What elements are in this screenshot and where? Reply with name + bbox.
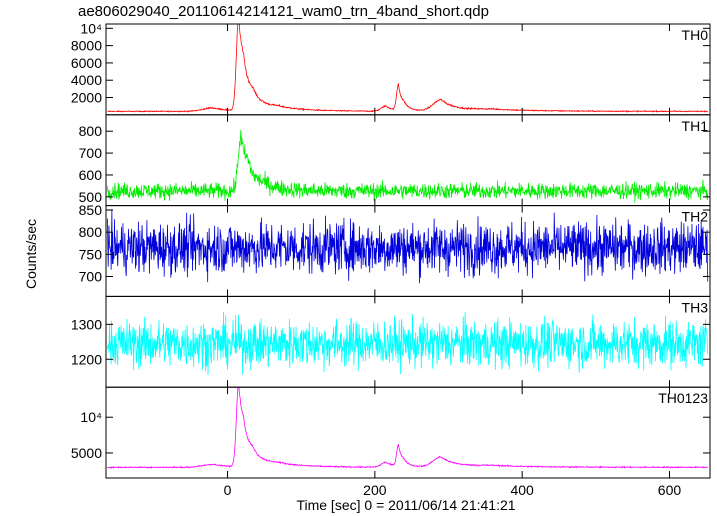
x-tick-label: 600 bbox=[658, 482, 682, 498]
y-tick-label: 800 bbox=[79, 224, 103, 240]
y-tick-label: 1200 bbox=[71, 351, 102, 367]
y-tick-label: 8000 bbox=[71, 38, 102, 54]
y-tick-label: 700 bbox=[79, 145, 103, 161]
y-axis-label: Counts/sec bbox=[23, 218, 39, 290]
series-line-th2 bbox=[107, 209, 709, 284]
series-line-th0123 bbox=[107, 386, 709, 469]
series-line-th1 bbox=[107, 129, 709, 203]
panel-label: TH1 bbox=[682, 118, 709, 134]
x-axis-label: Time [sec] 0 = 2011/06/14 21:41:21 bbox=[296, 497, 516, 513]
series-line-th0 bbox=[107, 23, 709, 113]
panel-label: TH3 bbox=[682, 299, 709, 315]
x-tick-label: 0 bbox=[224, 482, 232, 498]
y-tick-label: 4000 bbox=[71, 72, 102, 88]
y-tick-label: 10⁴ bbox=[80, 20, 102, 36]
y-tick-label: 600 bbox=[79, 167, 103, 183]
y-tick-label: 1300 bbox=[71, 316, 102, 332]
panel-frame bbox=[105, 23, 711, 116]
panel-label: TH2 bbox=[682, 209, 709, 225]
y-tick-label: 10⁴ bbox=[80, 409, 102, 425]
y-tick-label: 750 bbox=[79, 246, 103, 262]
series-line-th3 bbox=[107, 311, 709, 375]
y-tick-label: 2000 bbox=[71, 90, 102, 106]
x-tick-label: 200 bbox=[363, 482, 387, 498]
y-tick-label: 500 bbox=[79, 189, 103, 205]
y-tick-label: 6000 bbox=[71, 55, 102, 71]
y-tick-label: 800 bbox=[79, 123, 103, 139]
x-tick-label: 400 bbox=[510, 482, 534, 498]
chart-title: ae806029040_20110614214121_wam0_trn_4ban… bbox=[78, 3, 489, 20]
panel-label: TH0 bbox=[682, 27, 709, 43]
panel-frame bbox=[105, 386, 711, 479]
y-tick-label: 5000 bbox=[71, 445, 102, 461]
y-tick-label: 700 bbox=[79, 268, 103, 284]
panel-label: TH0123 bbox=[658, 390, 708, 406]
y-tick-label: 850 bbox=[79, 202, 103, 218]
